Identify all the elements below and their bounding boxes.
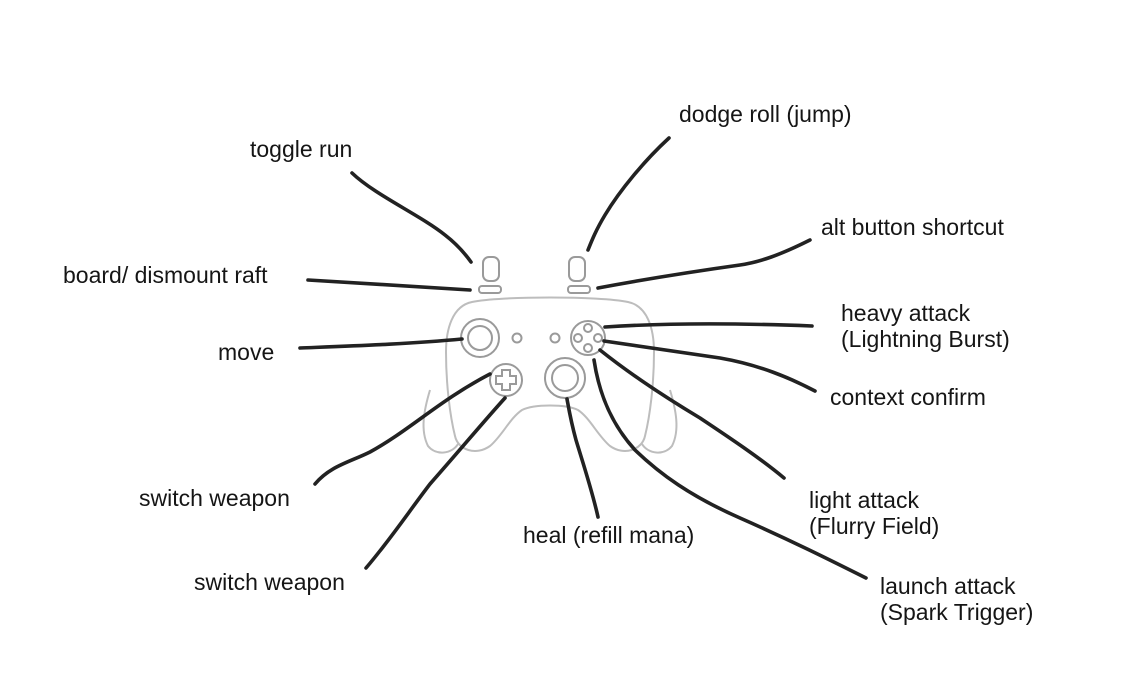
controller-body [445, 296, 655, 452]
controller-grip-right [641, 389, 678, 454]
label-alt-button-shortcut: alt button shortcut [821, 214, 1004, 240]
label-dodge-roll: dodge roll (jump) [679, 101, 852, 127]
label-launch-attack-line1: launch attack [880, 573, 1016, 599]
left-bumper [478, 285, 502, 294]
leader-toggle-run [350, 171, 473, 264]
label-switch-weapon-upper: switch weapon [139, 485, 290, 511]
label-toggle-run: toggle run [250, 136, 353, 162]
label-board-dismount-raft: board/ dismount raft [63, 262, 268, 288]
label-context-confirm: context confirm [830, 384, 986, 410]
right-stick-inner [551, 364, 579, 392]
label-move: move [218, 339, 275, 365]
label-light-attack: light attack (Flurry Field) [809, 487, 939, 539]
leader-switch-weapon-lower [364, 396, 507, 570]
leader-lines [298, 136, 868, 580]
leader-heavy-attack [603, 322, 814, 329]
face-button-x [573, 333, 583, 343]
leader-board-raft [306, 278, 472, 292]
face-buttons-ring [570, 320, 606, 356]
leader-dodge-roll [586, 136, 671, 252]
leader-launch-attack [592, 358, 868, 580]
label-heavy-attack-line2: (Lightning Burst) [841, 326, 1010, 352]
left-trigger [482, 256, 500, 282]
label-light-attack-line1: light attack [809, 487, 919, 513]
right-trigger [568, 256, 586, 282]
label-heavy-attack-line1: heavy attack [841, 300, 971, 326]
label-switch-weapon-lower: switch weapon [194, 569, 345, 595]
leader-context-confirm [602, 339, 817, 393]
leader-alt-button [596, 238, 812, 290]
dpad-ring [489, 363, 523, 397]
menu-button [549, 332, 561, 344]
face-button-y [583, 323, 593, 333]
right-stick-outer [544, 357, 586, 399]
label-heavy-attack: heavy attack (Lightning Burst) [841, 300, 1010, 352]
leader-switch-weapon-upper [313, 372, 492, 486]
face-button-b [593, 333, 603, 343]
label-launch-attack: launch attack (Spark Trigger) [880, 573, 1033, 625]
left-stick-outer [460, 318, 500, 358]
leader-move [298, 337, 464, 350]
face-button-a [583, 343, 593, 353]
label-launch-attack-line2: (Spark Trigger) [880, 599, 1034, 625]
controller-grip-left [422, 389, 459, 454]
dpad-cross [495, 369, 517, 391]
left-stick-inner [467, 325, 493, 351]
right-bumper [567, 285, 591, 294]
leader-heal [565, 397, 600, 519]
label-heal: heal (refill mana) [523, 522, 695, 548]
leader-light-attack [598, 348, 786, 480]
view-button [511, 332, 523, 344]
label-light-attack-line2: (Flurry Field) [809, 513, 940, 539]
gamepad-icon [422, 256, 678, 454]
